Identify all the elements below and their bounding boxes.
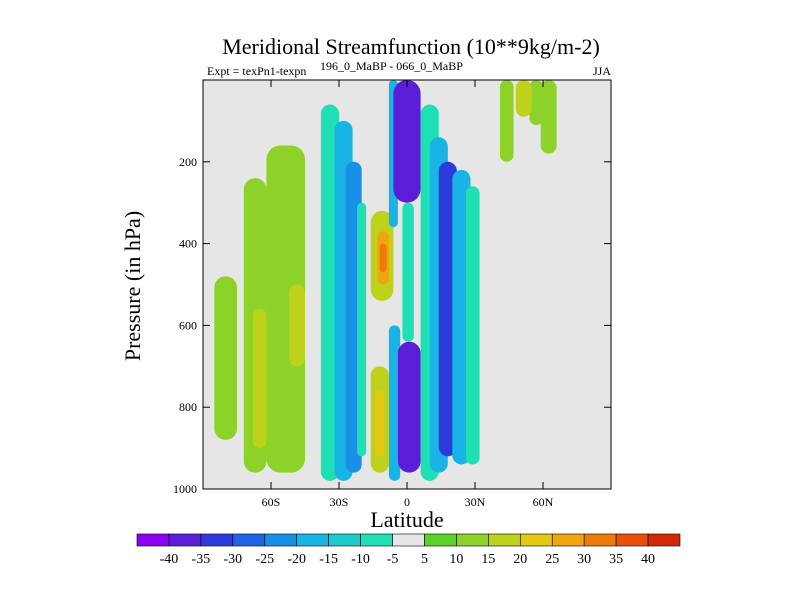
- colorbar-label: -5: [387, 552, 399, 567]
- contour-patch: [529, 80, 543, 125]
- experiment-label: Expt = texPn1-texpn: [207, 64, 306, 78]
- colorbar-label: -20: [287, 552, 306, 567]
- x-tick-label: 60S: [262, 495, 281, 509]
- colorbar-swatch: [296, 533, 329, 547]
- colorbar-swatch: [647, 533, 681, 547]
- colorbar-label: 40: [641, 552, 655, 567]
- y-tick-label: 200: [179, 155, 197, 169]
- x-tick-label: 0: [404, 495, 410, 509]
- colorbar-label: -15: [319, 552, 338, 567]
- contour-patch: [524, 325, 534, 465]
- colorbar-label: -35: [192, 552, 211, 567]
- contour-patch: [465, 186, 480, 465]
- colorbar-label: 30: [577, 552, 591, 567]
- colorbar: -40 -35 -30 -25 -20 -15 -10 -5 5 10 15 20 25 30 35 40: [136, 533, 681, 567]
- colorbar-label: 35: [609, 552, 623, 567]
- x-tick-label: 30S: [330, 495, 349, 509]
- contour-patch: [393, 80, 421, 203]
- y-axis-label: Pressure (in hPa): [120, 211, 145, 361]
- colorbar-label: 5: [421, 552, 428, 567]
- x-tick-label: 60N: [533, 495, 554, 509]
- contour-fill-layer: [214, 80, 566, 481]
- colorbar-swatch: [456, 533, 489, 547]
- contour-patch: [252, 309, 267, 449]
- contour-patch: [214, 276, 237, 440]
- colorbar-swatch: [488, 533, 521, 547]
- colorbar-swatch: [551, 533, 585, 547]
- colorbar-swatch: [392, 533, 425, 547]
- chart-title: Meridional Streamfunction (10**9kg/m-2): [222, 34, 600, 59]
- contour-patch: [388, 325, 401, 481]
- colorbar-swatch: [583, 533, 617, 547]
- y-tick-label: 400: [179, 237, 197, 251]
- colorbar-swatch: [615, 533, 649, 547]
- colorbar-swatch: [519, 533, 553, 547]
- contour-patch: [357, 202, 367, 457]
- colorbar-label: 15: [481, 552, 495, 567]
- colorbar-swatch: [168, 533, 202, 547]
- x-axis-label: Latitude: [370, 507, 443, 532]
- contour-patch: [402, 202, 414, 342]
- contour-patch: [499, 80, 514, 162]
- colorbar-label: -10: [351, 552, 370, 567]
- contour-patch: [540, 80, 557, 154]
- colorbar-label: 10: [449, 552, 463, 567]
- contour-patch: [289, 284, 305, 367]
- colorbar-swatch: [424, 533, 457, 547]
- colorbar-swatch: [232, 533, 266, 547]
- season-label: JJA: [593, 64, 611, 78]
- colorbar-label: -25: [255, 552, 274, 567]
- contour-patch: [515, 80, 532, 117]
- x-tick-label: 30N: [465, 495, 486, 509]
- colorbar-swatch: [264, 533, 298, 547]
- contour-patch: [397, 341, 421, 473]
- period-label: 196_0_MaBP - 066_0_MaBP: [320, 59, 463, 73]
- y-tick-label: 1000: [173, 482, 197, 496]
- contour-patch: [266, 145, 305, 473]
- colorbar-label: 20: [513, 552, 527, 567]
- y-tick-label: 600: [179, 318, 197, 332]
- colorbar-swatch: [328, 533, 361, 547]
- colorbar-label: -40: [160, 552, 179, 567]
- plot-area: 60S 30S 0 30N 60N 200 400 600 800 1000: [173, 79, 612, 509]
- axis-ticks: 60S 30S 0 30N 60N 200 400 600 800 1000: [173, 80, 611, 509]
- colorbar-label: 25: [545, 552, 559, 567]
- colorbar-swatch: [200, 533, 234, 547]
- contour-patch: [379, 243, 387, 273]
- y-tick-label: 800: [179, 400, 197, 414]
- colorbar-swatch: [360, 533, 393, 547]
- colorbar-swatch: [136, 533, 170, 547]
- contour-patch: [375, 390, 385, 457]
- colorbar-label: -30: [223, 552, 242, 567]
- contour-patch: [547, 161, 566, 473]
